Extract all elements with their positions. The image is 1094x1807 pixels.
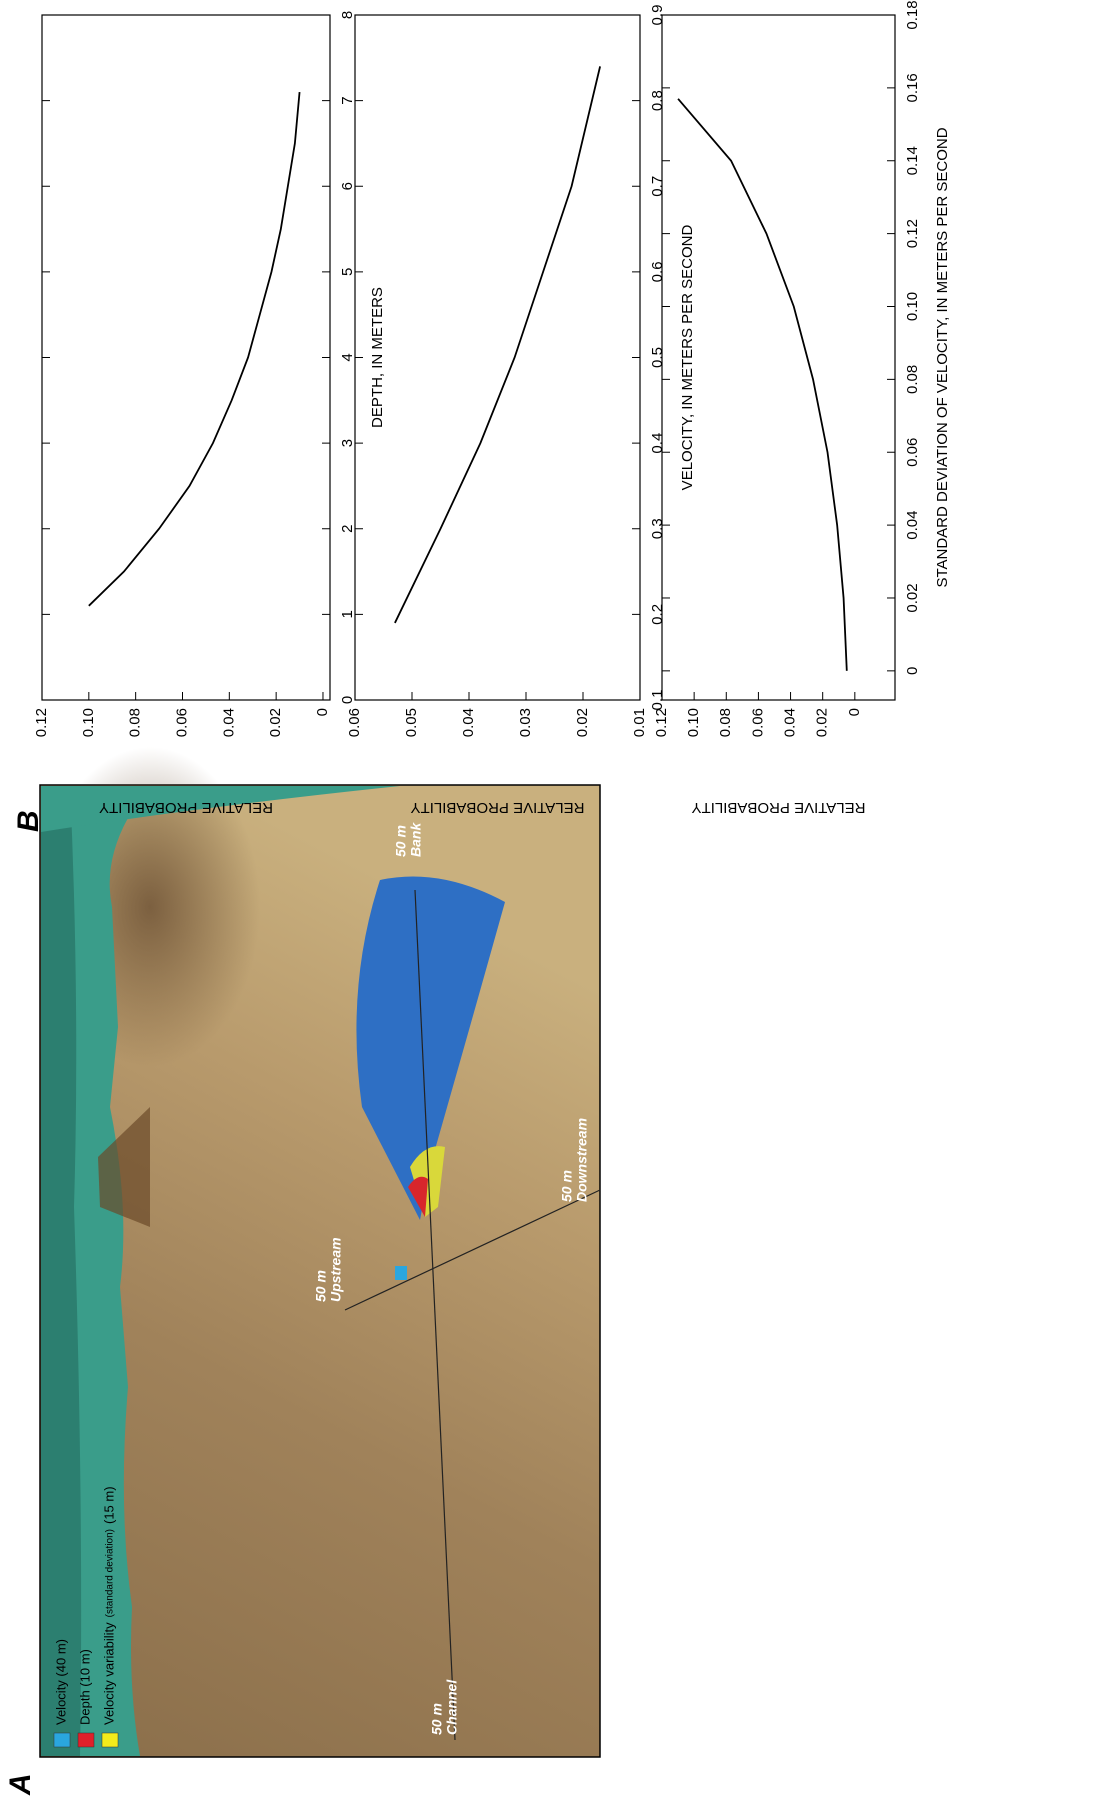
annotation: 50 m (429, 1703, 445, 1735)
y-tick-label: 0.06 (173, 708, 190, 737)
x-tick-label: 0.8 (649, 90, 666, 111)
x-tick-label: 2 (339, 525, 356, 533)
y-tick-label: 0.12 (33, 708, 50, 737)
y-tick-label: 0.02 (574, 708, 591, 737)
legend-swatch (77, 1732, 95, 1748)
y-tick-label: 0 (846, 708, 863, 716)
x-tick-label: 0.06 (904, 438, 921, 467)
plot-frame (661, 14, 896, 701)
y-tick-label: 0.06 (346, 708, 363, 737)
along-line (344, 1189, 601, 1311)
annotation: Upstream (328, 1237, 344, 1302)
y-tick-label: 0.01 (631, 708, 648, 737)
x-tick-label: 0.08 (904, 365, 921, 394)
debris (98, 1107, 150, 1227)
y-tick-label: 0.04 (460, 708, 477, 737)
x-axis-title: DEPTH, IN METERS (369, 287, 386, 428)
x-tick-label: 7 (339, 96, 356, 104)
x-tick-label: 0.16 (904, 73, 921, 102)
annotation: 50 m (559, 1170, 575, 1202)
x-tick-label: 3 (339, 439, 356, 447)
x-tick-label: 0.3 (649, 518, 666, 539)
legend-swatch (101, 1732, 119, 1748)
legend-label: (standard deviation) (105, 1529, 116, 1617)
annotation: Bank (408, 822, 424, 857)
legend-label: Velocity variability (101, 1622, 116, 1725)
y-tick-label: 0.10 (685, 708, 702, 737)
x-tick-label: 0.5 (649, 347, 666, 368)
x-axis-title: STANDARD DEVIATION OF VELOCITY, IN METER… (934, 127, 951, 587)
landscape-group: A B Velocity (40 m) Depth (10 m) Velocity … (4, 0, 951, 1796)
x-tick-label: 0.4 (649, 433, 666, 454)
x-tick-label: 0.04 (904, 511, 921, 540)
y-tick-label: 0.04 (782, 708, 799, 737)
annotation: 50 m (393, 825, 409, 857)
y-tick-label: 0.08 (127, 708, 144, 737)
panel-label: A (4, 1773, 37, 1796)
x-tick-label: 0.6 (649, 261, 666, 282)
panel-label: B (12, 810, 45, 832)
x-tick-label: 0.02 (904, 583, 921, 612)
bank-right (41, 786, 400, 832)
y-tick-label: 0.05 (403, 708, 420, 737)
panel-a-image (39, 747, 601, 1758)
y-tick-label: 0.12 (653, 708, 670, 737)
x-tick-label: 0.10 (904, 292, 921, 321)
y-tick-label: 0.02 (814, 708, 831, 737)
x-tick-label: 4 (339, 353, 356, 361)
x-tick-label: 0.2 (649, 604, 666, 625)
legend-swatch (53, 1732, 71, 1748)
data-line (88, 91, 301, 607)
data-line (394, 66, 601, 624)
y-tick-label: 0.08 (717, 708, 734, 737)
sensor (395, 1266, 407, 1280)
y-axis-title: RELATIVE PROBABILITY (692, 799, 866, 816)
y-tick-label: 0.06 (749, 708, 766, 737)
plot-frame (354, 14, 641, 701)
cross-line (414, 889, 456, 1741)
x-tick-label: 0.18 (904, 0, 921, 29)
x-tick-label: 0 (339, 696, 356, 704)
legend-label: (15 m) (101, 1486, 116, 1524)
legend-label: Depth (10 m) (77, 1649, 92, 1725)
data-line (677, 98, 848, 671)
y-tick-label: 0.10 (80, 708, 97, 737)
annotation: 50 m (313, 1270, 329, 1302)
annotation: Downstream (574, 1118, 590, 1202)
y-tick-label: 0.04 (220, 708, 237, 737)
x-tick-label: 5 (339, 268, 356, 276)
bank-shade (41, 786, 82, 1756)
legend-label: Velocity (40 m) (53, 1639, 68, 1725)
y-tick-label: 0.03 (517, 708, 534, 737)
x-tick-label: 0 (904, 667, 921, 675)
annotation: Channel (444, 1679, 460, 1735)
x-tick-label: 8 (339, 11, 356, 19)
y-axis-title: RELATIVE PROBABILITY (411, 799, 585, 816)
velocity-area (356, 876, 505, 1220)
y-axis-title: RELATIVE PROBABILITY (99, 799, 273, 816)
plot-frame (41, 14, 331, 701)
x-tick-label: 0.12 (904, 219, 921, 248)
x-tick-label: 1 (339, 610, 356, 618)
depth-area (408, 1176, 428, 1217)
x-tick-label: 0.14 (904, 146, 921, 175)
x-axis-title: VELOCITY, IN METERS PER SECOND (679, 225, 696, 491)
x-tick-label: 6 (339, 182, 356, 190)
y-tick-label: 0.02 (267, 708, 284, 737)
y-tick-label: 0 (314, 708, 331, 716)
x-tick-label: 0.7 (649, 176, 666, 197)
